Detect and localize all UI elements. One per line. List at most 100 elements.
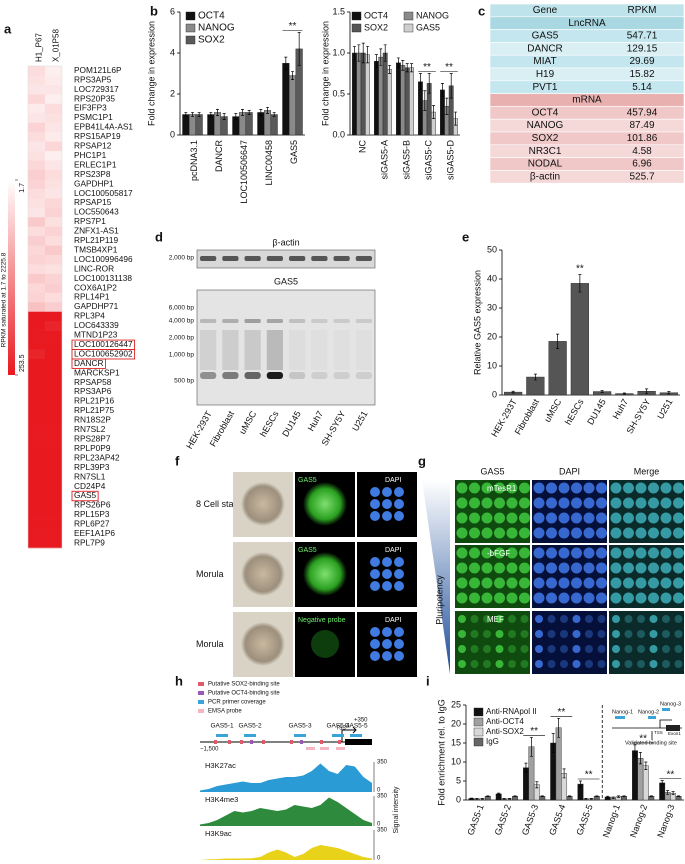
cell xyxy=(495,615,504,623)
inset-label: Exon1 xyxy=(668,731,681,736)
image-label: GAS5 xyxy=(298,547,317,554)
embryo xyxy=(241,552,285,596)
y-tick-label: 15 xyxy=(451,737,461,747)
cell xyxy=(635,577,647,589)
sox2-site xyxy=(290,740,293,744)
cell xyxy=(508,660,516,668)
row-label: EPB41L4A-AS1 xyxy=(74,122,133,132)
cell xyxy=(673,512,684,524)
x-tick-label: GAS5-1 xyxy=(465,803,485,837)
gel-smear xyxy=(222,330,239,370)
pcr-primer xyxy=(244,734,256,737)
error-bar xyxy=(379,48,383,66)
legend-label: NANOG xyxy=(198,23,235,34)
cell xyxy=(506,512,518,524)
error-bar xyxy=(600,390,604,393)
lane-label: uMSC xyxy=(237,409,258,436)
cell xyxy=(535,660,543,668)
heatmap-cell xyxy=(45,340,62,350)
nucleus xyxy=(382,627,392,637)
error-bar xyxy=(533,373,537,381)
error-bar xyxy=(568,795,572,797)
heatmap-cell xyxy=(45,66,62,76)
heatmap-cell xyxy=(45,292,62,303)
cell xyxy=(469,512,480,524)
nucleus xyxy=(382,499,392,509)
cell xyxy=(470,660,479,668)
bar xyxy=(360,52,366,136)
significance: ** xyxy=(576,263,584,274)
x-tick-label: GAS5-3 xyxy=(520,803,540,837)
cell xyxy=(519,512,530,524)
cell xyxy=(572,660,581,668)
error-bar xyxy=(486,795,490,797)
gel-marker: 4,000 bp xyxy=(169,318,195,325)
error-bar xyxy=(388,64,392,74)
panel-label: i xyxy=(426,673,430,688)
table-section: LncRNA xyxy=(568,18,606,29)
inset-label: Nanog-2 xyxy=(638,709,659,715)
heatmap-cell xyxy=(45,84,62,95)
table-cell: 101.86 xyxy=(627,133,658,144)
green-signal xyxy=(303,552,347,596)
cell xyxy=(547,615,556,623)
cell xyxy=(483,645,491,653)
heatmap-cell xyxy=(28,519,45,530)
bar xyxy=(245,112,253,136)
inset-label: Validated binding site xyxy=(625,740,677,746)
row-label: LOC100126447 xyxy=(74,339,133,349)
nucleus xyxy=(370,581,380,591)
gel-band xyxy=(244,372,261,379)
cell xyxy=(560,630,568,638)
error-bar xyxy=(649,795,653,797)
cell xyxy=(506,577,518,589)
signal-track xyxy=(200,797,372,826)
error-bar xyxy=(432,105,436,119)
column-label: H1_P67 xyxy=(35,33,44,62)
table-section: mRNA xyxy=(572,95,602,106)
cell xyxy=(612,615,620,623)
cell xyxy=(558,497,570,509)
cell xyxy=(494,482,505,494)
cell xyxy=(648,547,659,559)
track-label: H3K4me3 xyxy=(205,795,238,804)
heatmap-cell xyxy=(45,321,62,331)
x-tick-label: pcDNA3.1 xyxy=(189,140,199,181)
bar xyxy=(374,61,379,136)
row-label: RPS28P7 xyxy=(74,434,111,444)
cell xyxy=(623,512,634,524)
cell xyxy=(506,482,518,494)
emsa-probe xyxy=(320,747,329,750)
gel-smear xyxy=(200,330,217,370)
y-tick-label: 30 xyxy=(487,302,497,312)
cell xyxy=(583,562,595,574)
legend-label: GAS5 xyxy=(416,22,440,32)
heatmap-cell xyxy=(28,472,45,483)
cell xyxy=(494,562,505,574)
heatmap-cell xyxy=(28,311,45,322)
heatmap-cell xyxy=(45,236,62,246)
table-cell: 4.58 xyxy=(632,146,652,157)
cell xyxy=(572,615,581,623)
cell xyxy=(456,577,468,589)
gel-band xyxy=(311,319,328,323)
row-label: RPL23AP42 xyxy=(74,452,120,462)
bar xyxy=(288,75,297,136)
cell xyxy=(624,645,633,653)
gel-smear xyxy=(289,330,306,370)
error-bar xyxy=(556,333,560,349)
heatmap-cell xyxy=(45,415,62,426)
row-label: RPL21P119 xyxy=(74,235,119,245)
row-label: POM121L6P xyxy=(74,65,122,75)
cell xyxy=(648,512,659,524)
legend-label: NANOG xyxy=(416,10,449,20)
y-axis-label: Fold change in expression xyxy=(320,21,330,126)
y-tick-label: 10 xyxy=(487,360,497,370)
cell xyxy=(610,527,622,539)
error-bar xyxy=(645,388,649,394)
row-label: RPL15P3 xyxy=(74,509,110,519)
nucleus xyxy=(370,499,380,509)
significance: ** xyxy=(530,726,538,737)
nucleus xyxy=(370,627,380,637)
side-label: Pluripotency xyxy=(434,575,444,625)
